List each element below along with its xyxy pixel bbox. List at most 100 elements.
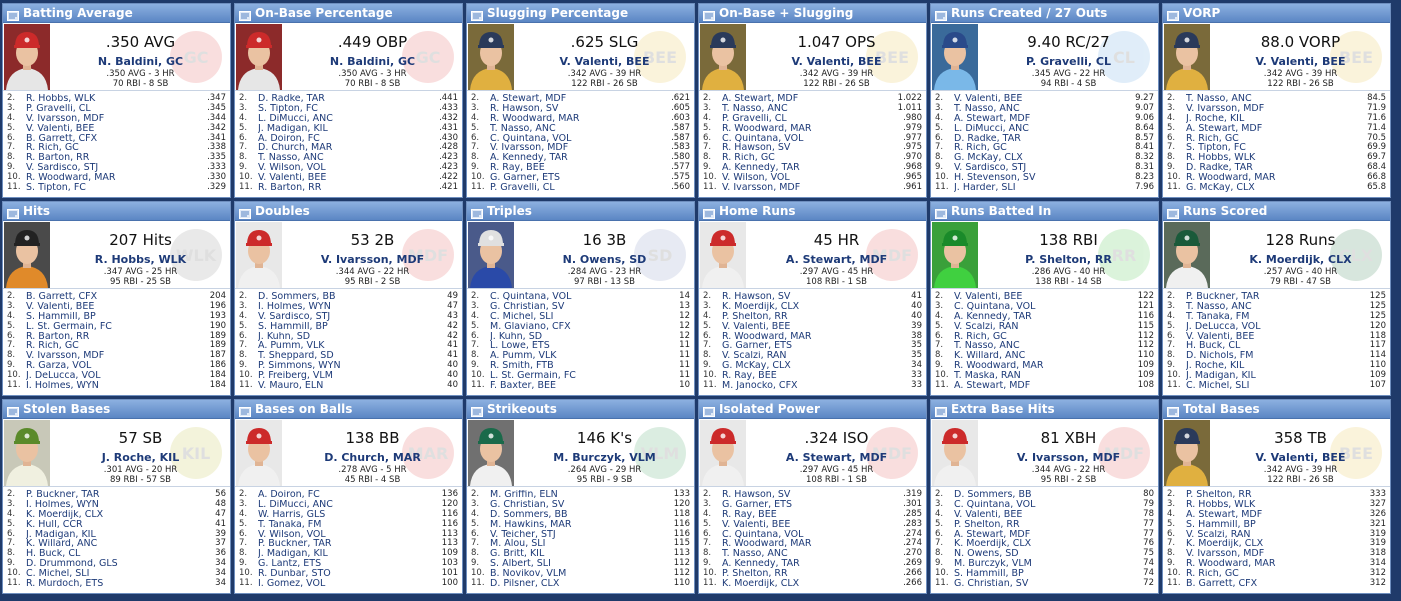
list-item[interactable]: 5. T. Tanaka, FM 116 [239,519,458,530]
player-link[interactable]: A. Doiron, FC [258,133,320,144]
list-item[interactable]: 4. J. Roche, KIL 71.6 [1167,113,1386,124]
list-item[interactable]: 8. G. McKay, CLX 8.32 [935,152,1154,163]
list-item[interactable]: 2. B. Garrett, CFX 204 [7,291,226,302]
list-item[interactable]: 10. J. DeLucca, VOL 184 [7,370,226,381]
player-link[interactable]: S. Hammill, BP [1186,519,1256,530]
list-item[interactable]: 11. M. Janocko, CFX 33 [703,380,922,391]
player-link[interactable]: J. Kuhn, SD [490,331,543,342]
player-link[interactable]: P. Shelton, RR [1186,490,1252,500]
player-link[interactable]: V. Valenti, BEE [26,123,95,134]
player-link[interactable]: R. Rich, GC [26,143,79,154]
player-link[interactable]: C. Michel, SLI [1186,381,1250,391]
list-item[interactable]: 6. J. Kuhn, SD 42 [239,331,458,342]
player-link[interactable]: G. Christian, SV [490,301,565,312]
list-item[interactable]: 6. A. Stewart, MDF 77 [935,529,1154,540]
list-item[interactable]: 10. T. Maska, RAN 109 [935,370,1154,381]
list-item[interactable]: 3. K. Moerdijk, CLX 40 [703,301,922,312]
list-item[interactable]: 7. K. Willard, ANC 37 [7,539,226,549]
list-item[interactable]: 9. V. Sardisco, STJ .333 [7,162,226,174]
player-link[interactable]: V. Sardisco, STJ [26,163,99,174]
player-link[interactable]: L. DiMucci, ANC [258,113,333,124]
player-link[interactable]: I. Gomez, VOL [258,579,326,589]
leader-player-name[interactable]: N. Owens, SD [562,253,647,266]
player-link[interactable]: R. Garza, VOL [26,361,92,372]
player-link[interactable]: R. Woodward, MAR [722,331,812,342]
leader-player-name[interactable]: P. Shelton, RR [1025,253,1112,266]
list-item[interactable]: 9. S. Albert, SLI 112 [471,558,690,570]
player-link[interactable]: A. Stewart, MDF [954,381,1031,391]
list-item[interactable]: 11. G. McKay, CLX 65.8 [1167,182,1386,193]
list-item[interactable]: 2. P. Buckner, TAR 56 [7,489,226,500]
list-item[interactable]: 8. J. Madigan, KIL 109 [239,548,458,559]
list-item[interactable]: 6. A. Doiron, FC .430 [239,133,458,144]
player-link[interactable]: K. Moerdijk, CLX [26,509,104,520]
player-link[interactable]: R. Rich, GC [954,331,1007,342]
player-link[interactable]: R. Woodward, MAR [26,173,116,184]
list-item[interactable]: 4. A. Stewart, MDF 9.06 [935,113,1154,124]
list-item[interactable]: 10. R. Woodward, MAR 66.8 [1167,172,1386,184]
leader-card[interactable]: BEE .625 SLG V. Valenti, BEE .342 AVG - 39 … [467,23,694,91]
list-item[interactable]: 4. A. Stewart, MDF 326 [1167,509,1386,520]
leader-card[interactable]: WLK 207 Hits R. Hobbs, WLK .347 AVG - 25 HR… [3,221,230,289]
list-item[interactable]: 3. T. Nasso, ANC 9.07 [935,103,1154,114]
player-link[interactable]: S. Albert, SLI [490,559,551,570]
player-link[interactable]: T. Nasso, ANC [954,341,1020,352]
list-item[interactable]: 9. R. Garza, VOL 186 [7,360,226,372]
list-item[interactable]: 2. V. Valenti, BEE 122 [935,291,1154,302]
player-link[interactable]: V. Wilson, VOL [722,173,790,184]
player-link[interactable]: V. Teicher, STJ [490,529,556,540]
list-item[interactable]: 6. V. Wilson, VOL 113 [239,529,458,540]
leader-player-name[interactable]: V. Valenti, BEE [791,55,882,68]
player-link[interactable]: K. Moerdijk, CLX [722,301,800,312]
list-item[interactable]: 8. R. Rich, GC .970 [703,152,922,163]
list-item[interactable]: 4. A. Kennedy, TAR 116 [935,311,1154,322]
leader-card[interactable]: MDF 53 2B V. Ivarsson, MDF .344 AVG - 22 HR… [235,221,462,289]
player-link[interactable]: G. McKay, CLX [722,361,791,372]
leader-card[interactable]: KIL 57 SB J. Roche, KIL .301 AVG - 20 HR 89 … [3,419,230,487]
leader-card[interactable]: BEE 88.0 VORP V. Valenti, BEE .342 AVG - 39… [1163,23,1390,91]
player-link[interactable]: V. Ivarsson, MDF [1186,549,1265,560]
player-link[interactable]: R. Woodward, MAR [1186,173,1276,184]
list-item[interactable]: 7. S. Tipton, FC 69.9 [1167,143,1386,153]
list-item[interactable]: 9. A. Kennedy, TAR .968 [703,162,922,174]
leader-card[interactable]: CLX 128 Runs K. Moerdijk, CLX .257 AVG - 40… [1163,221,1390,289]
player-link[interactable]: R. Hobbs, WLK [26,94,96,104]
leader-card[interactable]: SD 16 3B N. Owens, SD .284 AVG - 23 HR 97 RB… [467,221,694,289]
list-item[interactable]: 4. T. Tanaka, FM 125 [1167,311,1386,322]
player-link[interactable]: A. Kennedy, TAR [722,163,800,174]
player-link[interactable]: G. Garner, ETS [722,499,792,510]
player-link[interactable]: P. Simmons, WYN [258,361,341,372]
player-link[interactable]: T. Nasso, ANC [1186,301,1252,312]
list-item[interactable]: 7. H. Buck, CL 117 [1167,341,1386,351]
list-item[interactable]: 3. V. Ivarsson, MDF 71.9 [1167,103,1386,114]
list-item[interactable]: 4. V. Sardisco, STJ 43 [239,311,458,322]
list-item[interactable]: 4. V. Ivarsson, MDF .344 [7,113,226,124]
player-link[interactable]: R. Dunbar, STO [258,569,331,580]
list-item[interactable]: 7. K. Moerdijk, CLX 76 [935,539,1154,549]
player-link[interactable]: F. Baxter, BEE [490,381,556,391]
player-link[interactable]: R. Hawson, SV [722,490,791,500]
list-item[interactable]: 8. H. Buck, CL 36 [7,548,226,559]
list-item[interactable]: 11. D. Pilsner, CLX 110 [471,578,690,589]
list-item[interactable]: 5. L. St. Germain, FC 190 [7,321,226,332]
player-link[interactable]: R. Murdoch, ETS [26,579,104,589]
list-item[interactable]: 10. P. Shelton, RR .266 [703,568,922,579]
player-link[interactable]: R. Ray, BEE [722,371,777,382]
player-link[interactable]: V. Ivarsson, MDF [722,183,801,193]
leader-player-name[interactable]: A. Stewart, MDF [785,451,888,464]
list-item[interactable]: 3. I. Holmes, WYN 47 [239,301,458,312]
list-item[interactable]: 7. P. Buckner, TAR 113 [239,539,458,549]
player-link[interactable]: A. Pumm, VLK [490,351,557,362]
list-item[interactable]: 8. V. Ivarsson, MDF 318 [1167,548,1386,560]
player-link[interactable]: T. Nasso, ANC [722,103,788,114]
player-link[interactable]: M. Burczyk, VLM [954,559,1032,570]
player-link[interactable]: P. Gravelli, CL [722,113,787,124]
player-link[interactable]: S. Tipton, FC [258,103,318,114]
list-item[interactable]: 9. G. McKay, CLX 34 [703,360,922,372]
list-item[interactable]: 10. R. Ray, BEE 33 [703,370,922,382]
list-item[interactable]: 8. V. Ivarsson, MDF 187 [7,350,226,361]
player-link[interactable]: S. Tipton, FC [1186,143,1246,154]
player-link[interactable]: L. St. Germain, FC [26,321,112,332]
player-link[interactable]: G. Lantz, ETS [258,559,322,570]
list-item[interactable]: 7. T. Nasso, ANC 112 [935,341,1154,351]
